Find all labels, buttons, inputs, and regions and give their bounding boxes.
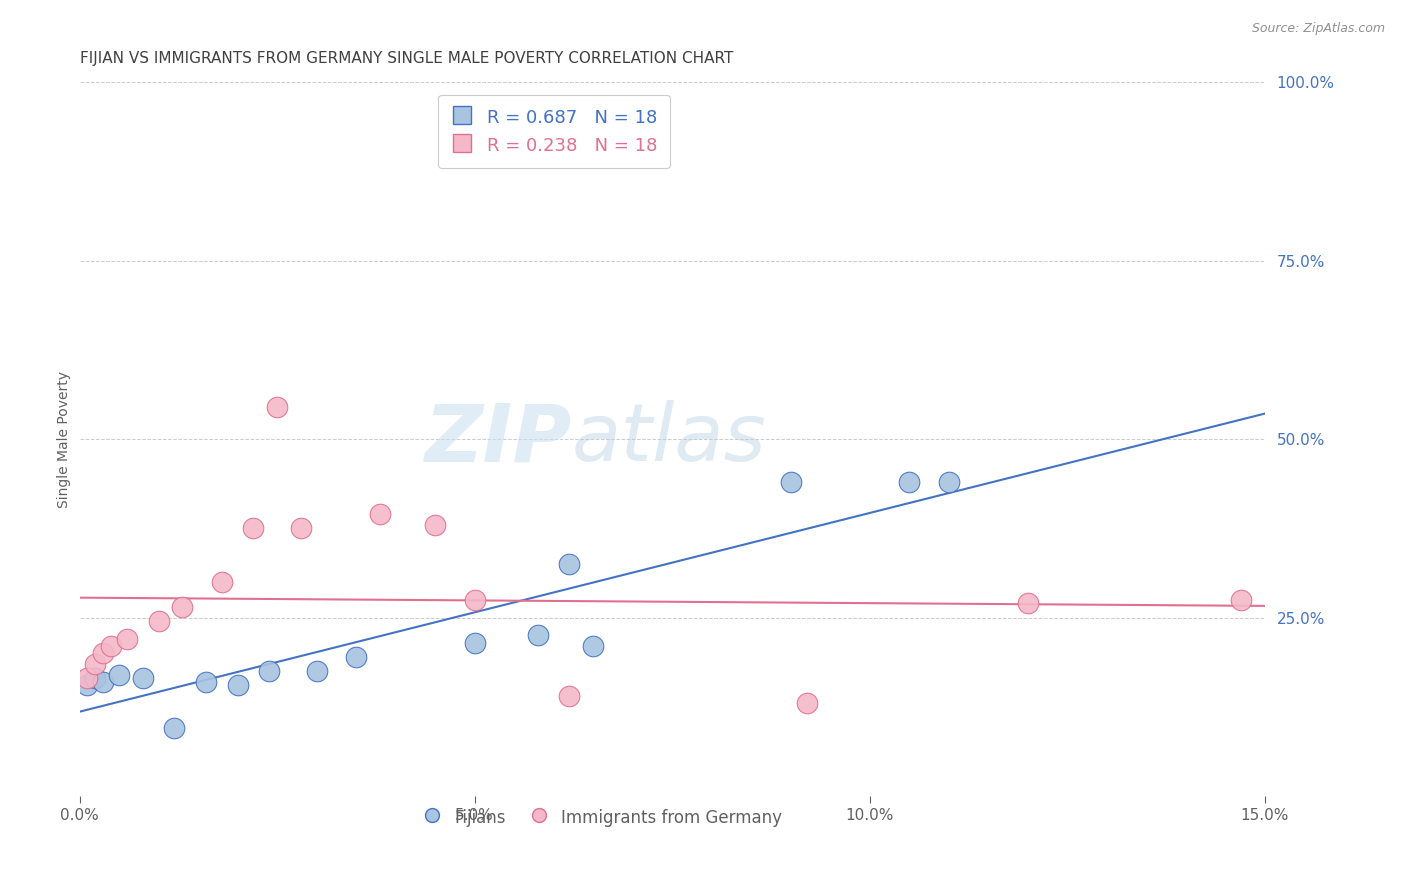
Point [1017, 596, 1039, 610]
Text: atlas: atlas [571, 401, 766, 478]
Point [226, 678, 249, 692]
Point [527, 628, 550, 642]
Point [84, 671, 107, 685]
Point [290, 521, 312, 535]
Point [423, 517, 446, 532]
Point [108, 667, 131, 681]
Point [344, 649, 367, 664]
Point [779, 475, 801, 489]
Text: Source: ZipAtlas.com: Source: ZipAtlas.com [1251, 22, 1385, 36]
Point [558, 557, 581, 571]
Point [76, 678, 98, 692]
Point [938, 475, 960, 489]
Y-axis label: Single Male Poverty: Single Male Poverty [58, 370, 72, 508]
Point [898, 475, 921, 489]
Text: ZIP: ZIP [425, 401, 571, 478]
Point [464, 592, 486, 607]
Point [194, 674, 217, 689]
Point [148, 614, 170, 628]
Point [582, 639, 605, 653]
Point [100, 639, 122, 653]
Point [115, 632, 138, 646]
Point [1230, 592, 1253, 607]
Point [796, 696, 818, 710]
Point [211, 574, 233, 589]
Point [305, 664, 328, 678]
Point [91, 646, 114, 660]
Point [464, 635, 486, 649]
Point [84, 657, 107, 671]
Text: FIJIAN VS IMMIGRANTS FROM GERMANY SINGLE MALE POVERTY CORRELATION CHART: FIJIAN VS IMMIGRANTS FROM GERMANY SINGLE… [80, 51, 733, 66]
Point [368, 507, 391, 521]
Legend: Fijians, Immigrants from Germany: Fijians, Immigrants from Germany [413, 800, 789, 834]
Point [163, 721, 186, 735]
Point [266, 400, 288, 414]
Point [558, 689, 581, 703]
Point [91, 674, 114, 689]
Point [242, 521, 264, 535]
Point [172, 599, 194, 614]
Point [76, 671, 98, 685]
Point [132, 671, 155, 685]
Point [257, 664, 280, 678]
